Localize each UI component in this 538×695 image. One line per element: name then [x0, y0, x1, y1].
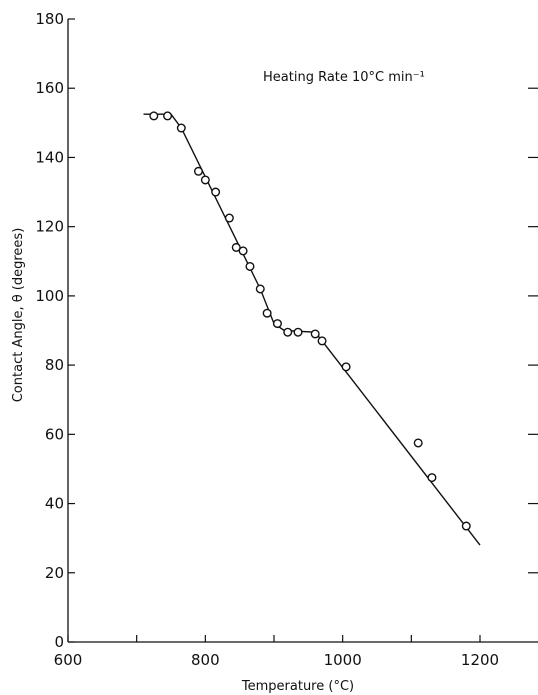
y-tick-label: 140: [35, 148, 64, 166]
y-tick-label: 20: [45, 564, 64, 582]
data-point: [200, 175, 210, 185]
x-tick-label: 1200: [461, 651, 499, 669]
data-point: [149, 111, 159, 121]
x-tick-label: 600: [54, 651, 83, 669]
data-point: [224, 213, 234, 223]
data-point: [211, 187, 221, 197]
y-tick-label: 60: [45, 425, 64, 443]
data-point: [310, 329, 320, 339]
data-point: [163, 111, 173, 121]
y-tick-label: 100: [35, 287, 64, 305]
data-point: [176, 123, 186, 133]
y-axis-title: Contact Angle, θ (degrees): [11, 228, 26, 403]
y-tick-label: 180: [35, 10, 64, 28]
y-tick-label: 80: [45, 356, 64, 374]
data-point: [245, 261, 255, 271]
y-tick-label: 0: [54, 633, 64, 651]
y-tick-label: 40: [45, 495, 64, 513]
x-axis-title: Temperature (°C): [241, 679, 354, 694]
data-point: [272, 319, 282, 329]
data-point: [413, 438, 423, 448]
data-point: [461, 521, 471, 531]
data-point: [262, 308, 272, 318]
data-point: [341, 362, 351, 372]
data-point: [283, 327, 293, 337]
y-tick-label: 160: [35, 79, 64, 97]
data-point: [255, 284, 265, 294]
data-point: [317, 336, 327, 346]
x-tick-label: 800: [191, 651, 220, 669]
x-tick-label: 1000: [324, 651, 362, 669]
y-tick-label: 120: [35, 218, 64, 236]
heating-rate-annotation: Heating Rate 10°C min⁻¹: [263, 70, 425, 85]
data-point: [293, 327, 303, 337]
plot-area: 0 20 40 60 80 100 120 140 160 180 600 800 1000 1200: [35, 10, 538, 669]
data-point: [238, 246, 248, 256]
data-point: [193, 166, 203, 176]
data-point: [427, 473, 437, 483]
data-point: [231, 242, 241, 252]
